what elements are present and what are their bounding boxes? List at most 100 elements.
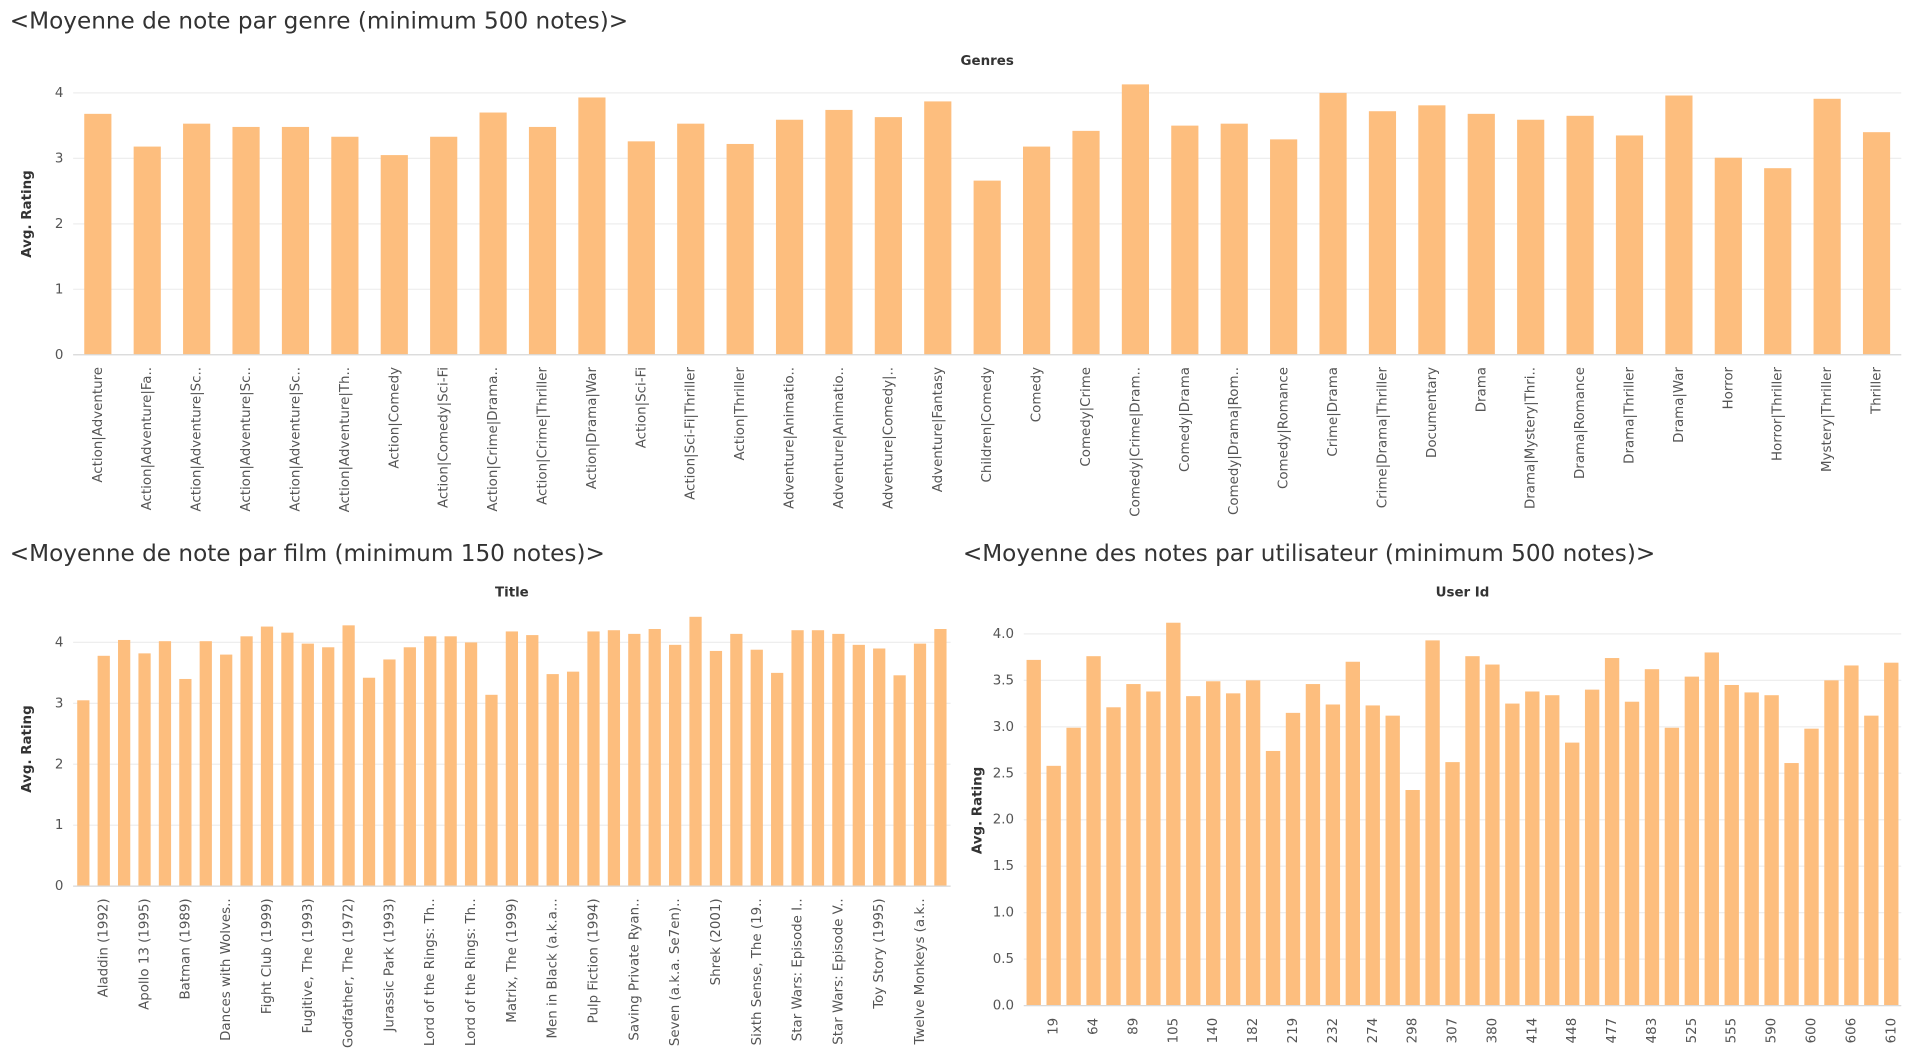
bar — [430, 136, 458, 355]
bar — [791, 630, 804, 887]
y-tick-label: 0 — [55, 879, 64, 894]
y-tick-label: 1.0 — [993, 906, 1014, 921]
y-tick-label: 3.0 — [993, 720, 1014, 735]
x-tick-label: Horror — [1721, 366, 1736, 409]
bar — [852, 644, 865, 887]
x-tick-label: Action|Drama|War — [585, 366, 600, 489]
bar — [1566, 115, 1594, 355]
bar — [873, 648, 886, 887]
bar — [1714, 157, 1742, 355]
bar — [832, 633, 845, 887]
bar — [1066, 727, 1081, 1006]
x-tick-label: Comedy|Drama — [1178, 367, 1193, 472]
x-tick-label: Batman (1989) — [178, 898, 193, 999]
bar — [1665, 95, 1693, 355]
x-tick-label: Jurassic Park (1993) — [382, 898, 397, 1032]
y-tick-label: 4 — [55, 86, 64, 101]
bar — [1545, 695, 1560, 1006]
bar — [709, 650, 723, 887]
x-tick-label: 182 — [1246, 1018, 1261, 1044]
x-tick-label: 600 — [1805, 1018, 1820, 1044]
x-tick-label: Action|Adventure|Th.. — [338, 367, 353, 512]
bar — [628, 633, 641, 887]
bar — [1106, 707, 1121, 1006]
bar — [546, 674, 559, 887]
bar — [825, 109, 853, 355]
x-tick-label: Comedy|Drama|Rom.. — [1227, 367, 1242, 515]
bar — [1864, 715, 1879, 1006]
bar — [444, 636, 457, 887]
bar — [1445, 762, 1460, 1006]
y-tick-label: 4 — [55, 635, 64, 650]
bar — [973, 180, 1001, 355]
y-tick-label: 3 — [55, 696, 64, 711]
bar — [528, 126, 557, 355]
x-tick-label: Crime|Drama|Thriller — [1375, 366, 1390, 508]
bar — [1824, 680, 1839, 1006]
bar — [1804, 728, 1819, 1006]
x-tick-label: Mystery|Thriller — [1820, 366, 1835, 471]
bar — [1285, 712, 1301, 1006]
y-tick-label: 0.5 — [993, 952, 1014, 967]
bar — [1405, 789, 1420, 1006]
bar — [301, 643, 314, 887]
bar — [1072, 130, 1100, 355]
bar — [934, 629, 947, 887]
bar — [811, 630, 825, 887]
x-tick-label: Aladdin (1992) — [97, 898, 112, 997]
x-axis-title: Title — [495, 585, 529, 600]
bar — [260, 626, 274, 887]
bar — [158, 641, 172, 887]
x-tick-label: 610 — [1884, 1018, 1899, 1044]
y-axis-title: Avg. Rating — [20, 170, 35, 257]
bar — [1245, 680, 1261, 1006]
x-tick-label: 555 — [1725, 1018, 1740, 1044]
x-tick-label: Action|Sci-Fi — [634, 367, 649, 448]
bar — [1220, 123, 1248, 355]
bar — [566, 671, 580, 887]
bar — [1525, 691, 1540, 1006]
bar — [479, 112, 507, 355]
x-tick-label: 525 — [1685, 1018, 1700, 1044]
x-tick-label: Godfather, The (1972) — [342, 898, 357, 1048]
x-tick-label: Toy Story (1995) — [872, 898, 887, 1009]
bar — [627, 141, 655, 355]
x-tick-label: Drama|Thriller — [1623, 366, 1638, 463]
bar — [689, 616, 702, 887]
bar — [118, 639, 131, 887]
bar — [1485, 664, 1500, 1006]
x-tick-label: Lord of the Rings: Th.. — [423, 898, 438, 1046]
x-tick-label: Comedy|Crime — [1079, 367, 1094, 467]
bar — [322, 647, 335, 887]
bar — [669, 644, 682, 887]
bar — [133, 146, 161, 355]
bar — [77, 700, 90, 887]
chart-title: <Moyenne de note par film (minimum 150 n… — [10, 541, 605, 567]
bar — [464, 642, 478, 887]
bar — [84, 113, 112, 355]
x-tick-label: Apollo 13 (1995) — [138, 898, 153, 1010]
x-tick-label: 307 — [1446, 1018, 1461, 1044]
bar — [771, 672, 784, 887]
bar — [924, 101, 952, 355]
x-tick-label: 380 — [1485, 1018, 1500, 1044]
x-tick-label: Action|Adventure|Sc.. — [190, 367, 205, 512]
bar — [1784, 763, 1799, 1006]
bar — [424, 636, 437, 887]
bar — [1265, 750, 1281, 1006]
x-tick-label: Star Wars: Episode V.. — [831, 898, 846, 1044]
bar — [403, 647, 416, 887]
x-tick-label: Action|Adventure|Sc.. — [239, 367, 254, 512]
bar — [179, 678, 192, 887]
bar — [1704, 652, 1719, 1006]
y-tick-label: 2.5 — [993, 766, 1014, 781]
bar — [775, 119, 804, 355]
bar — [1146, 691, 1161, 1006]
x-tick-label: 105 — [1166, 1018, 1181, 1044]
y-axis-title: Avg. Rating — [20, 705, 35, 792]
bar — [383, 659, 396, 887]
bar — [505, 631, 518, 887]
x-tick-label: 140 — [1206, 1018, 1221, 1044]
bar — [1325, 704, 1341, 1006]
